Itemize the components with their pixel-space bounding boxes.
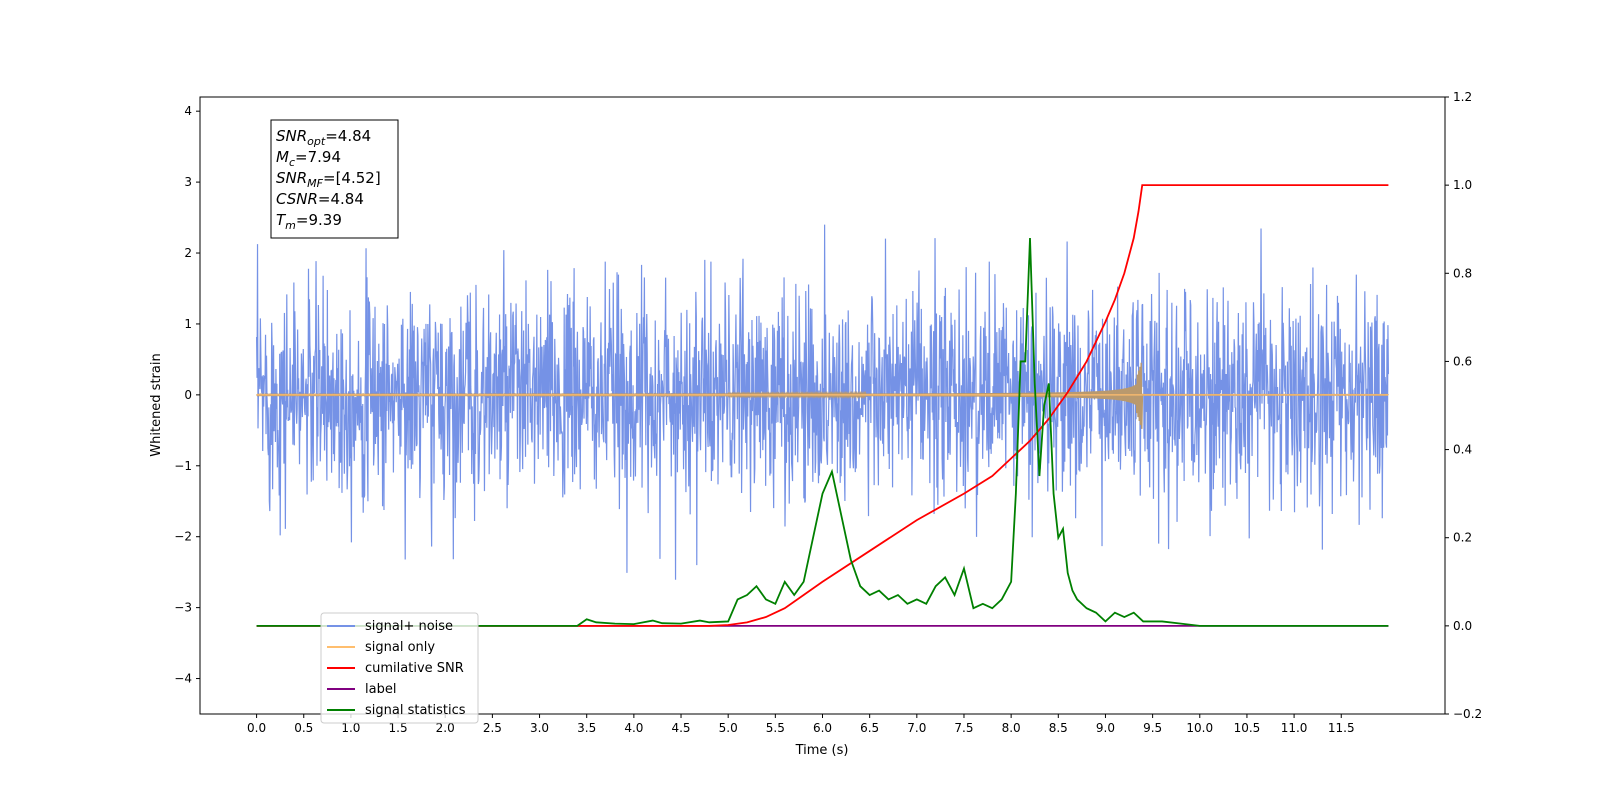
y-tick-label: 2 [184, 246, 192, 260]
legend-label: cumilative SNR [365, 661, 464, 676]
x-tick-label: 1.5 [389, 721, 408, 735]
x-axis-label: Time (s) [795, 743, 849, 758]
legend-label: label [365, 682, 396, 697]
y-axis-left: 4 3 2 1 0 −1 −2 −3 −4 [174, 104, 200, 686]
annotation-frame [270, 119, 399, 239]
y-right-tick-label: 0.2 [1453, 531, 1472, 545]
annotation-line: Mc=7.94 [276, 148, 341, 169]
y-tick-label: −2 [174, 530, 192, 544]
x-tick-label: 8.5 [1049, 721, 1068, 735]
x-tick-label: 1.0 [341, 721, 360, 735]
x-tick-label: 7.0 [907, 721, 926, 735]
y-right-tick-label: 0.4 [1453, 443, 1472, 457]
y-axis-right: 1.2 1.0 0.8 0.6 0.4 0.2 0.0 −0.2 [1445, 90, 1482, 721]
x-tick-label: 6.0 [813, 721, 832, 735]
annotation-line: SNRMF=[4.52] [276, 169, 381, 190]
x-tick-label: 4.0 [624, 721, 643, 735]
series-cumulative-snr [256, 184, 1389, 627]
series-signal-statistics [256, 237, 1389, 627]
y-right-tick-label: 1.2 [1453, 90, 1472, 104]
legend: signal+ noise signal only cumilative SNR la… [320, 612, 479, 724]
x-tick-label: 11.5 [1328, 721, 1355, 735]
y-tick-label: −4 [174, 672, 192, 686]
y-tick-label: −3 [174, 601, 192, 615]
legend-label: signal statistics [365, 703, 466, 718]
x-tick-label: 4.5 [671, 721, 690, 735]
x-tick-label: 5.0 [719, 721, 738, 735]
series-signal-plus-noise [255, 224, 1390, 580]
legend-frame [320, 612, 479, 724]
y-axis-label: Whitened strain [149, 353, 164, 456]
x-tick-label: 8.0 [1002, 721, 1021, 735]
x-tick-label: 0.0 [247, 721, 266, 735]
x-tick-label: 2.0 [436, 721, 455, 735]
annotation-line: SNRopt=4.84 [276, 127, 371, 148]
legend-label: signal only [365, 640, 435, 655]
y-right-tick-label: 0.0 [1453, 619, 1472, 633]
x-axis: 0.0 0.5 1.0 1.5 2.0 2.5 3.0 3.5 4.0 4.5 5.0 5.5 6.0 6… [247, 714, 1355, 735]
y-tick-label: 4 [184, 104, 192, 118]
x-tick-label: 10.5 [1234, 721, 1261, 735]
y-tick-label: 1 [184, 317, 192, 331]
y-tick-label: 0 [184, 388, 192, 402]
y-tick-label: −1 [174, 459, 192, 473]
x-tick-label: 0.5 [294, 721, 313, 735]
x-tick-label: 9.0 [1096, 721, 1115, 735]
legend-label: signal+ noise [365, 619, 453, 634]
y-right-tick-label: −0.2 [1453, 707, 1482, 721]
x-tick-label: 2.5 [483, 721, 502, 735]
x-tick-label: 9.5 [1143, 721, 1162, 735]
annotation-line: CSNR=4.84 [276, 190, 364, 208]
x-tick-label: 6.5 [860, 721, 879, 735]
y-right-tick-label: 1.0 [1453, 178, 1472, 192]
y-right-tick-label: 0.6 [1453, 354, 1472, 368]
x-tick-label: 11.0 [1281, 721, 1308, 735]
x-tick-label: 3.0 [530, 721, 549, 735]
y-tick-label: 3 [184, 175, 192, 189]
x-tick-label: 3.5 [577, 721, 596, 735]
x-tick-label: 7.5 [954, 721, 973, 735]
annotation-line: Tm=9.39 [276, 211, 342, 232]
x-tick-label: 10.0 [1186, 721, 1213, 735]
x-tick-label: 5.5 [766, 721, 785, 735]
y-right-tick-label: 0.8 [1453, 266, 1472, 280]
